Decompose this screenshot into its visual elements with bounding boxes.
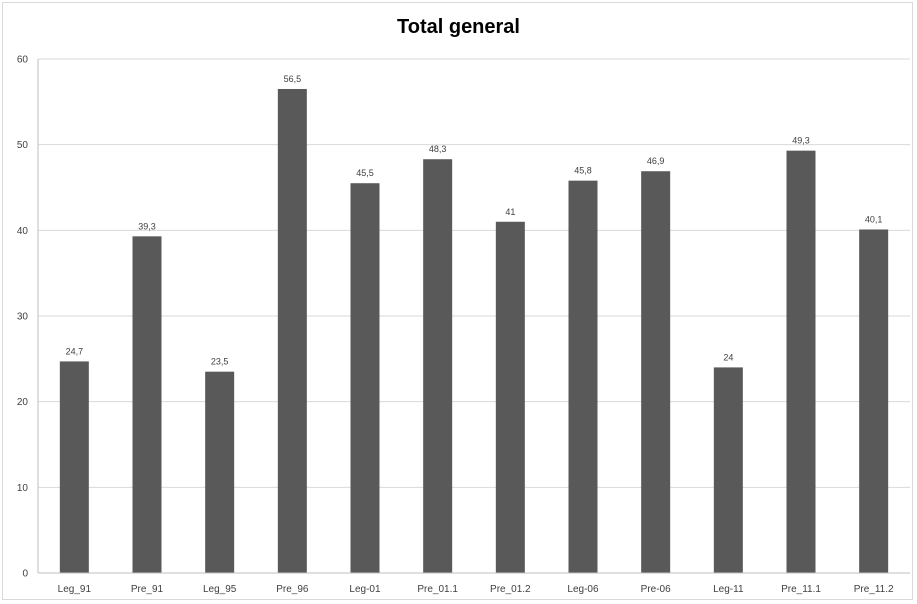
y-tick-label: 60 [17, 55, 29, 66]
data-label: 41 [505, 207, 515, 217]
x-tick-label: Leg_95 [203, 584, 237, 595]
data-label: 39,3 [138, 221, 156, 231]
x-tick-label: Pre_91 [131, 584, 164, 595]
labels: 0 10 20 30 40 50 60 24,7 Leg_91 39,3 Pre_91 23,5 Leg… [17, 55, 894, 596]
data-label: 23,5 [211, 357, 229, 367]
bars [59, 88, 889, 574]
x-tick-label: Leg-01 [349, 584, 381, 595]
bar [423, 159, 453, 574]
data-label: 45,8 [574, 166, 592, 176]
bar [132, 236, 162, 573]
x-tick-label: Pre_96 [276, 584, 309, 595]
data-label: 49,3 [792, 136, 810, 146]
y-tick-label: 20 [17, 397, 29, 408]
axes [37, 59, 910, 574]
y-tick-label: 50 [17, 140, 29, 151]
x-tick-label: Pre_11.2 [854, 584, 894, 595]
bar [277, 88, 307, 573]
bar [59, 361, 89, 573]
bar [205, 371, 235, 573]
y-tick-label: 0 [22, 569, 28, 580]
bar [859, 229, 889, 573]
y-tick-label: 40 [17, 226, 29, 237]
data-label: 48,3 [429, 144, 447, 154]
data-label: 24,7 [66, 346, 84, 356]
data-label: 45,5 [356, 168, 374, 178]
bar [350, 183, 380, 573]
data-label: 24 [723, 352, 733, 362]
data-label: 40,1 [865, 214, 883, 224]
y-tick-label: 10 [17, 483, 29, 494]
data-label: 56,5 [284, 74, 302, 84]
y-tick-label: 30 [17, 312, 29, 323]
data-label: 46,9 [647, 156, 665, 166]
bar [786, 150, 816, 573]
x-tick-label: Leg-06 [567, 584, 599, 595]
x-tick-label: Pre_01.1 [417, 584, 458, 595]
x-tick-label: Pre_11.1 [781, 584, 821, 595]
x-tick-label: Pre_01.2 [490, 584, 531, 595]
bar [713, 367, 743, 573]
bar [568, 180, 598, 573]
bar [641, 171, 671, 573]
x-tick-label: Leg-11 [713, 584, 744, 595]
bar [495, 221, 525, 573]
gridlines [38, 58, 910, 488]
chart-title: Total general [397, 16, 520, 38]
x-tick-label: Pre-06 [641, 584, 671, 595]
x-tick-label: Leg_91 [58, 584, 92, 595]
